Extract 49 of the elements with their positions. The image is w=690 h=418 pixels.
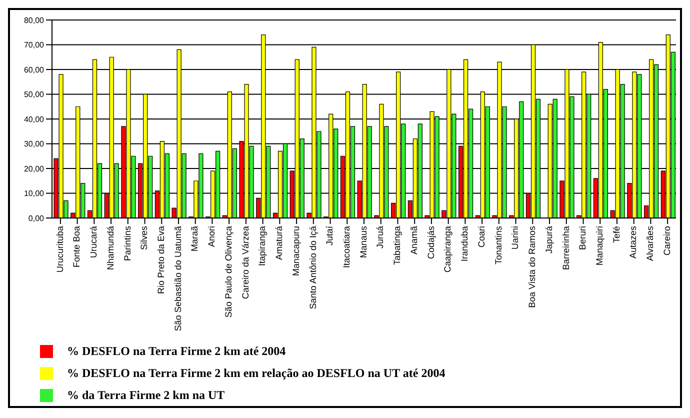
x-tick-label: Jutaí	[324, 226, 335, 246]
x-tick-label: Urucará	[88, 226, 99, 258]
legend-label: % DESFLO na Terra Firme 2 km em relação ao DESFLO na UT até 2004	[67, 365, 446, 382]
x-tick-label: Coari	[476, 226, 486, 248]
x-tick-label: Rio Preto da Eva	[156, 226, 166, 294]
y-tick-label: 30,00	[24, 140, 45, 149]
y-tick-label: 60,00	[24, 65, 45, 74]
x-tick-label: Uarini	[510, 226, 520, 250]
x-tick-label: Careiro	[662, 226, 672, 256]
y-tick-label: 50,00	[24, 90, 45, 100]
x-tick-label: Autazes	[628, 226, 638, 259]
legend-label: % DESFLO na Terra Firme 2 km até 2004	[67, 343, 286, 360]
x-tick-label: Tabatinga	[392, 226, 402, 266]
x-tick-label: Santo Antônio do Içá	[308, 226, 318, 310]
x-tick-label: Parintins	[122, 226, 132, 262]
x-tick-label: Itapiranga	[257, 226, 268, 266]
y-tick-label: 20,00	[24, 164, 45, 174]
x-tick-label: Beruri	[578, 226, 588, 250]
x-tick-label: Codajás	[426, 226, 436, 260]
x-tick-label: Fonte Boa	[72, 226, 82, 268]
x-tick-label: Anamã	[408, 226, 419, 255]
x-tick-label: Manaquiri	[594, 226, 604, 266]
y-tick-label: 10,00	[24, 189, 45, 198]
x-tick-label: Manacapuru	[290, 226, 301, 276]
x-tick-label: São Sebastião do Uatumã	[172, 226, 183, 332]
x-tick-label: Amaturá	[274, 226, 284, 260]
x-tick-label: Alvarães	[645, 226, 656, 262]
x-tick-label: Silves	[139, 226, 150, 250]
legend-label: % da Terra Firme 2 km na UT	[67, 387, 225, 404]
y-tick-label: 80,00	[24, 16, 45, 25]
x-tick-label: Careiro da Várzea	[240, 226, 250, 300]
y-tick-label: 40,00	[24, 114, 45, 124]
x-tick-label: Nhamundá	[105, 226, 116, 270]
x-tick-label: Caapiranga	[442, 226, 453, 273]
x-tick-label: Urucurituba	[54, 226, 65, 273]
x-tick-label: São Paulo de Olivença	[223, 226, 234, 318]
x-tick-label: Anori	[206, 226, 217, 248]
x-tick-label: Juruá	[375, 226, 386, 249]
x-tick-label: Barreirinha	[560, 226, 571, 270]
x-tick-label: Japurá	[544, 226, 554, 254]
x-tick-label: Itacoatiara	[342, 226, 352, 268]
y-tick-label: 70,00	[24, 40, 45, 50]
x-tick-label: Iranduba	[460, 226, 470, 262]
y-tick-label: 0,00	[28, 214, 45, 223]
x-tick-label: Tonantins	[493, 226, 504, 265]
x-tick-label: Tefé	[611, 226, 622, 244]
x-tick-label: Maraã	[190, 226, 200, 252]
x-tick-label: Manaus	[358, 226, 368, 258]
x-tick-label: Boa Vista do Ramos	[527, 226, 538, 308]
